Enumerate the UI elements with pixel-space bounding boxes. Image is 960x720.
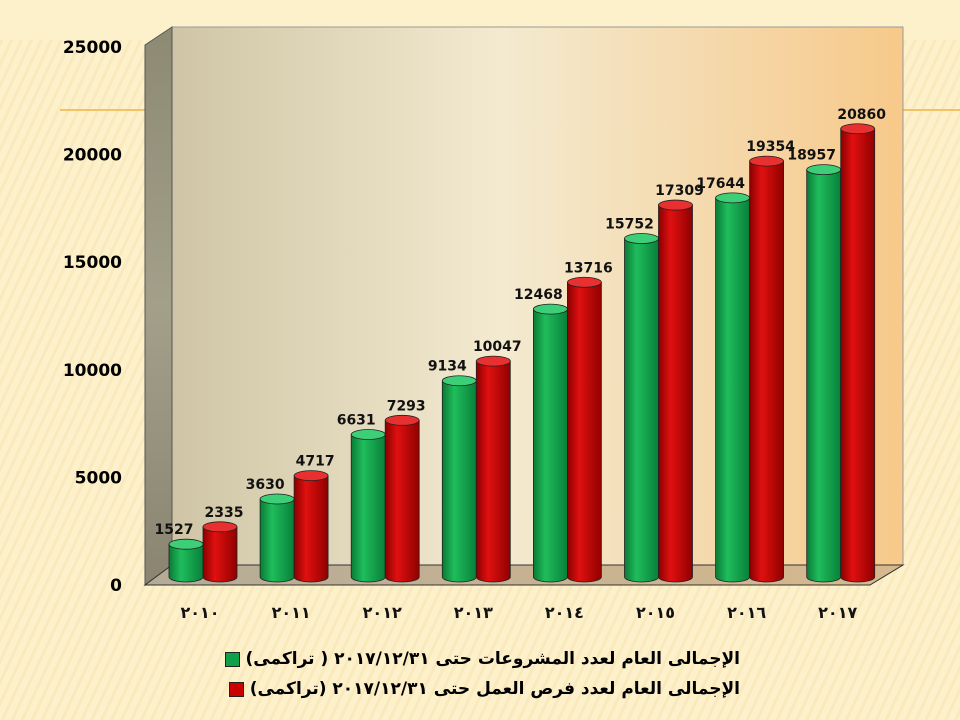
bar-top [624, 233, 659, 244]
data-label: 4717 [296, 454, 335, 470]
legend-item-projects: الإجمالى العام لعدد المشروعات حتى ٢٠١٧/١… [60, 644, 740, 674]
legend-item-jobs: الإجمالى العام لعدد فرص العمل حتى ٢٠١٧/١… [60, 674, 740, 704]
legend: الإجمالى العام لعدد المشروعات حتى ٢٠١٧/١… [60, 644, 740, 704]
bar-jobs: 17309 [655, 183, 704, 583]
data-label: 15752 [605, 217, 654, 233]
decorative-line [60, 109, 145, 111]
x-tick-label: ٢٠١١ [272, 603, 311, 622]
bar-top [441, 375, 477, 387]
bar-body [533, 308, 568, 583]
y-tick-label: 0 [110, 576, 122, 596]
bar-projects: 6631 [337, 413, 386, 583]
bar-top [475, 355, 511, 367]
bar-top [715, 192, 750, 204]
data-label: 10047 [473, 339, 522, 355]
bar-top [384, 414, 420, 426]
data-label: 18957 [787, 148, 836, 164]
bar-top [293, 470, 329, 482]
x-tick-label: ٢٠١٥ [636, 603, 675, 622]
y-tick-label: 5000 [75, 468, 122, 488]
bar-body [293, 475, 329, 583]
data-label: 1527 [155, 522, 194, 538]
x-tick-label: ٢٠١٢ [363, 603, 402, 622]
data-label: 3630 [246, 477, 285, 493]
bar-top [350, 429, 386, 440]
bar-top [806, 164, 842, 176]
data-label: 7293 [387, 398, 426, 414]
chart-side-wall [144, 26, 173, 586]
bar-jobs: 2335 [202, 505, 244, 583]
data-label: 20860 [837, 107, 886, 123]
chart-floor [143, 564, 905, 586]
bar-projects: 17644 [696, 176, 750, 583]
bar-projects: 9134 [428, 359, 477, 583]
bar-jobs: 10047 [473, 339, 522, 583]
bar-top [533, 303, 568, 315]
bar-body [441, 380, 477, 583]
data-label: 17644 [696, 176, 745, 192]
bar-body [840, 128, 876, 583]
bar-top [259, 493, 295, 505]
bar-top [168, 538, 204, 550]
bar-top [202, 521, 238, 533]
bar-body [658, 204, 693, 583]
bar-projects: 18957 [787, 148, 842, 583]
data-label: 13716 [564, 260, 613, 276]
decorative-line [903, 109, 960, 111]
y-tick-label: 25000 [63, 38, 122, 58]
bar-body [168, 543, 204, 583]
bar-jobs: 4717 [293, 454, 335, 583]
bar-jobs: 20860 [837, 107, 886, 583]
legend-swatch-green [224, 651, 240, 667]
data-label: 12468 [514, 287, 563, 303]
legend-label: الإجمالى العام لعدد المشروعات حتى ٢٠١٧/١… [245, 649, 740, 669]
bar-body [715, 197, 750, 583]
bar-projects: 3630 [246, 477, 295, 583]
bar-jobs: 13716 [564, 260, 613, 583]
bar-body [384, 419, 420, 583]
data-label: 2335 [205, 505, 244, 521]
bar-body [567, 281, 602, 583]
data-label: 6631 [337, 413, 376, 429]
data-label: 9134 [428, 359, 467, 375]
bar-jobs: 7293 [384, 398, 426, 583]
bar-top [658, 199, 693, 211]
legend-swatch-red [228, 681, 244, 697]
bar-body [202, 526, 238, 583]
bar-body [806, 169, 842, 583]
x-tick-label: ٢٠١٣ [454, 603, 493, 622]
x-tick-label: ٢٠١٧ [818, 603, 857, 622]
bar-top [567, 276, 602, 288]
y-tick-label: 20000 [63, 146, 122, 166]
y-tick-label: 10000 [63, 361, 122, 381]
y-tick-label: 15000 [63, 253, 122, 273]
bar-body [350, 434, 386, 583]
bar-body [749, 160, 784, 583]
bar-jobs: 19354 [746, 139, 795, 583]
bar-top [840, 123, 876, 135]
bar-projects: 12468 [514, 287, 568, 583]
bar-body [624, 238, 659, 583]
x-tick-label: ٢٠١٦ [727, 603, 766, 622]
bar-body [475, 360, 511, 583]
legend-label: الإجمالى العام لعدد فرص العمل حتى ٢٠١٧/١… [249, 679, 740, 699]
data-label: 19354 [746, 139, 795, 155]
bar-body [259, 498, 295, 583]
x-tick-label: ٢٠١٠ [180, 603, 219, 622]
data-label: 17309 [655, 183, 704, 199]
bar-projects: 15752 [605, 217, 659, 583]
bar-top [749, 155, 784, 167]
x-tick-label: ٢٠١٤ [545, 603, 584, 622]
